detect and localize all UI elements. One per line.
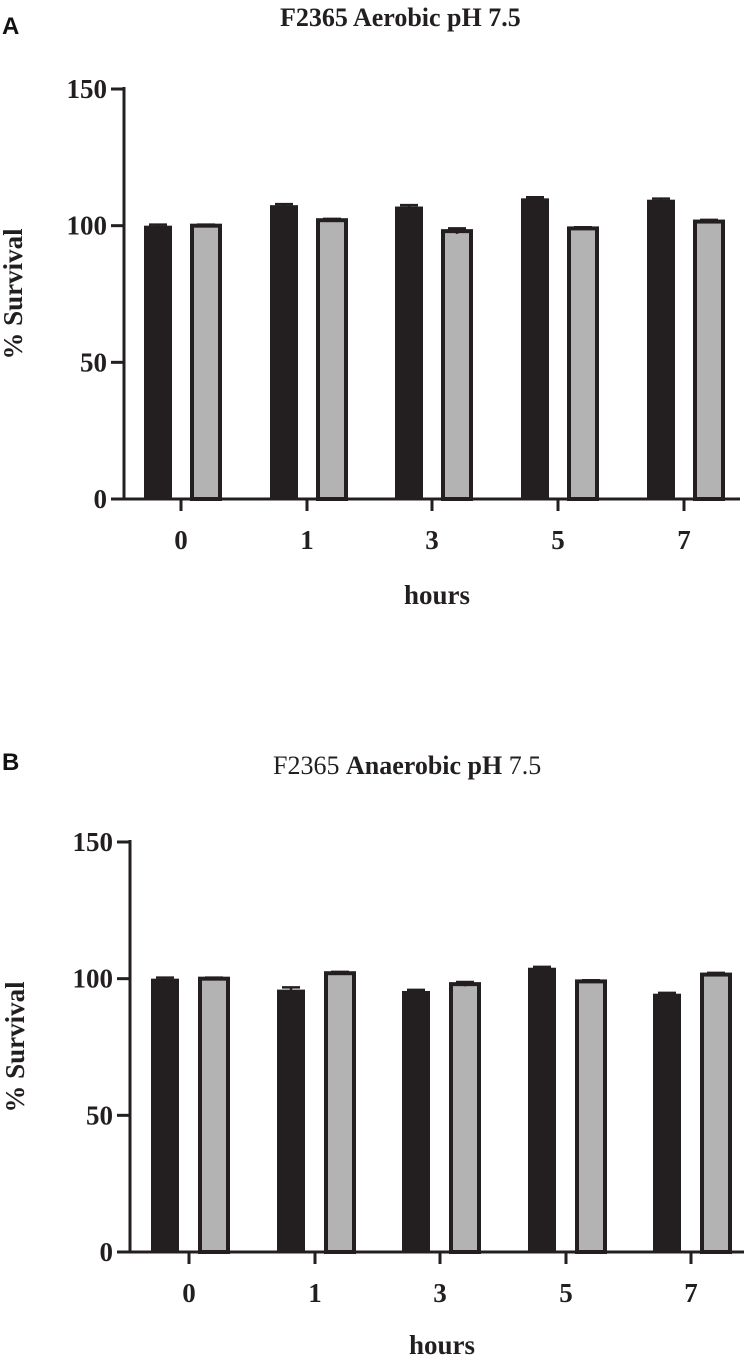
bar-series-2-0 xyxy=(190,223,222,502)
bar-series-2-5 xyxy=(567,226,599,501)
chart-title: F2365 Aerobic pH 7.5 xyxy=(280,3,521,32)
y-tick-label: 100 xyxy=(73,964,114,994)
bar-series-1-5 xyxy=(528,967,556,1252)
bar-series-2-3 xyxy=(441,229,473,501)
bar-series-1-3 xyxy=(395,206,423,500)
bar-series-2-7 xyxy=(700,972,732,1254)
x-tick-label: 5 xyxy=(559,1278,573,1308)
chart-title-part: F2365 xyxy=(273,751,346,780)
bar-series-2-0 xyxy=(198,976,230,1255)
x-axis-label: hours xyxy=(409,1330,475,1360)
bar-series-2-3 xyxy=(449,982,481,1255)
bar-series-1-3 xyxy=(402,990,430,1252)
x-tick-label: 3 xyxy=(433,1278,447,1308)
y-axis-label: % Survival xyxy=(0,981,30,1113)
x-tick-label: 1 xyxy=(300,525,314,555)
chart-title-part: F2365 Aerobic pH 7.5 xyxy=(280,3,521,32)
y-tick-label: 50 xyxy=(80,347,107,377)
x-tick-label: 7 xyxy=(684,1278,698,1308)
y-tick-label: 100 xyxy=(67,211,108,241)
panel-letter: B xyxy=(2,749,19,776)
x-tick-label: 3 xyxy=(425,525,439,555)
y-tick-label: 150 xyxy=(67,74,108,104)
x-tick-label: 0 xyxy=(182,1278,196,1308)
chart-title: F2365 Anaerobic pH 7.5 xyxy=(273,751,541,780)
y-tick-label: 0 xyxy=(94,484,108,514)
x-tick-label: 7 xyxy=(677,525,691,555)
y-tick-label: 150 xyxy=(73,827,114,857)
bar-series-1-1 xyxy=(277,989,305,1252)
bar-series-1-7 xyxy=(653,993,681,1252)
chart-panel-a: A F2365 Aerobic pH 7.5 0 50 100 150 0 1 3 5 7 hours… xyxy=(0,3,740,610)
bar-series-1-5 xyxy=(521,198,549,500)
bar-series-2-1 xyxy=(316,218,348,501)
x-tick-label: 0 xyxy=(174,525,188,555)
bar-series-1-0 xyxy=(151,978,179,1252)
y-axis-label: % Survival xyxy=(0,228,28,360)
y-tick-label: 0 xyxy=(100,1237,114,1267)
x-tick-label: 5 xyxy=(551,525,565,555)
x-axis-label: hours xyxy=(404,580,470,610)
y-tick-label: 50 xyxy=(86,1100,113,1130)
x-tick-label: 1 xyxy=(308,1278,322,1308)
bar-series-2-7 xyxy=(693,219,725,501)
bar-series-2-1 xyxy=(324,971,356,1254)
panel-letter: A xyxy=(2,13,19,40)
bar-series-1-0 xyxy=(144,225,172,499)
chart-title-part: 7.5 xyxy=(502,751,541,780)
chart-panel-b: B F2365 Anaerobic pH 7.5 0 50 100 150 0 1 3 5 7 hou… xyxy=(0,749,744,1360)
bar-series-2-5 xyxy=(575,979,607,1255)
bar-series-1-7 xyxy=(647,199,675,499)
bar-series-1-1 xyxy=(270,205,298,499)
chart-title-part: Anaerobic pH xyxy=(346,751,502,780)
